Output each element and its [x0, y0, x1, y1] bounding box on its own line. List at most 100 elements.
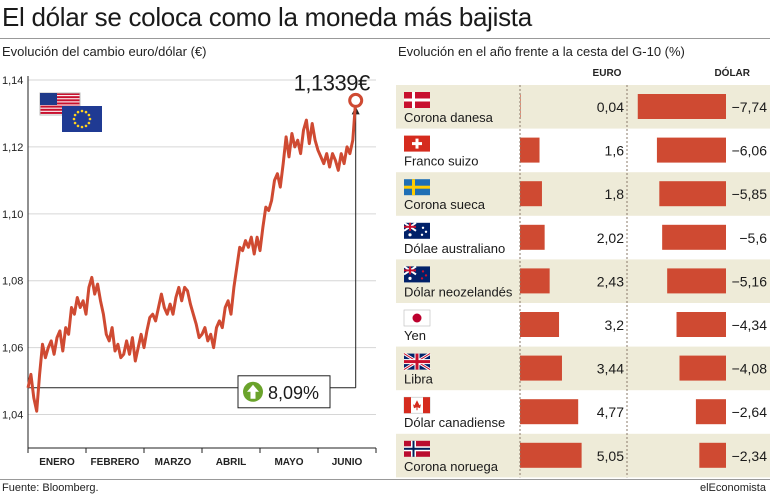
- euro-value-label: 2,02: [597, 230, 624, 246]
- change-label: 8,09%: [268, 383, 319, 403]
- dollar-value-label: −4,34: [732, 317, 768, 333]
- eu-star: [84, 110, 88, 114]
- euro-value-label: 4,77: [597, 404, 624, 420]
- x-tick-label: ENERO: [39, 457, 75, 468]
- euro-value-label: 2,43: [597, 273, 624, 289]
- euro-value-label: 3,2: [605, 317, 625, 333]
- eu-star: [76, 124, 80, 128]
- y-tick-label: 1,10: [2, 209, 23, 221]
- euro-bar: [520, 442, 582, 468]
- table-row: Corona noruega 5,05 −2,34: [396, 433, 770, 478]
- dollar-value-label: −2,64: [732, 404, 768, 420]
- eu-star: [80, 109, 84, 113]
- y-tick-label: 1,08: [2, 276, 23, 288]
- euro-bar: [520, 399, 579, 425]
- x-tick-label: JUNIO: [332, 457, 363, 468]
- dollar-bar: [662, 224, 726, 250]
- united-kingdom-flag-icon: [403, 352, 431, 371]
- table-row: Yen 3,2 −4,34: [403, 309, 768, 343]
- eu-star: [80, 125, 84, 129]
- dollar-bar: [676, 312, 726, 337]
- y-tick-label: 1,12: [2, 142, 23, 154]
- switzerland-flag-icon: [404, 135, 430, 152]
- top-divider: [0, 38, 770, 39]
- eu-star: [87, 113, 91, 117]
- euro-value-label: 3,44: [597, 361, 624, 377]
- right-chart-subtitle: Evolución en el año frente a la cesta de…: [398, 44, 685, 59]
- x-tick-label: MAYO: [274, 457, 303, 468]
- category-label: Corona noruega: [404, 459, 499, 474]
- y-tick-label: 1,04: [2, 410, 23, 422]
- page-title: El dólar se coloca como la moneda más ba…: [2, 2, 532, 32]
- euro-bar: [520, 312, 560, 337]
- norway-flag-icon: [404, 440, 430, 457]
- dollar-value-label: −4,08: [732, 361, 768, 377]
- table-row: Franco suizo 1,6 −6,06: [404, 135, 768, 169]
- source-note: Fuente: Bloomberg.: [2, 482, 99, 494]
- category-label: Dólae australiano: [404, 241, 505, 256]
- euro-value-label: 1,6: [605, 143, 625, 159]
- category-label: Franco suizo: [404, 154, 478, 169]
- denmark-flag-icon: [404, 92, 430, 108]
- dollar-bar: [656, 137, 726, 163]
- dollar-value-label: −5,16: [732, 273, 768, 289]
- x-tick-label: MARZO: [155, 457, 192, 468]
- euro-value-label: 5,05: [597, 448, 624, 464]
- g10-bar-chart: EURO DÓLAR Corona danesa 0,04 −7,74 Franco su…: [396, 66, 770, 478]
- eurusd-line-chart: 1,04 1,06 1,08 1,10 1,12 1,14 ENERO FEBRERO MARZ…: [2, 70, 377, 468]
- column-header-euro: EURO: [593, 68, 622, 79]
- euro-bar: [520, 268, 550, 294]
- table-row: Corona danesa 0,04 −7,74: [396, 85, 770, 129]
- dollar-bar: [667, 268, 726, 294]
- eu-star: [76, 110, 80, 114]
- eu-star: [88, 117, 92, 121]
- canada-flag-icon: [403, 396, 431, 414]
- category-label: Libra: [404, 372, 434, 387]
- y-tick-label: 1,06: [2, 343, 23, 355]
- eu-star: [87, 121, 91, 125]
- australia-flag-icon: [403, 221, 430, 239]
- up-arrow-glyph: [247, 384, 259, 399]
- bottom-divider: [0, 479, 770, 480]
- euro-bar: [520, 137, 540, 163]
- last-value-marker: [348, 92, 364, 108]
- eurusd-series-line: [26, 100, 358, 413]
- dollar-bar: [637, 94, 726, 119]
- table-row: Dólar neozelandés 2,43 −5,16: [396, 259, 770, 303]
- publisher-logo: elEconomista: [699, 482, 766, 494]
- dollar-bar: [659, 181, 726, 207]
- euro-bar: [520, 224, 545, 250]
- euro-value-label: 0,04: [597, 99, 624, 115]
- japan-flag-icon: [403, 309, 431, 327]
- new-zealand-flag-icon: [403, 265, 430, 283]
- dollar-value-label: −2,34: [732, 448, 768, 464]
- table-row: Dólar canadiense 4,77 −2,64: [403, 396, 768, 430]
- category-label: Yen: [404, 328, 426, 343]
- category-label: Dólar canadiense: [404, 415, 505, 430]
- category-label: Corona danesa: [404, 110, 494, 125]
- dollar-bar: [695, 399, 726, 425]
- table-row: Corona sueca 1,8 −5,85: [396, 172, 770, 216]
- dollar-bar: [699, 442, 726, 468]
- eu-star: [73, 121, 77, 125]
- eu-star: [84, 124, 88, 128]
- left-chart-subtitle: Evolución del cambio euro/dólar (€): [2, 44, 207, 59]
- euro-value-label: 1,8: [605, 186, 625, 202]
- x-tick-label: ABRIL: [216, 457, 247, 468]
- last-value-label: 1,1339€: [294, 70, 370, 95]
- sweden-flag-icon: [404, 179, 430, 196]
- x-tick-label: FEBRERO: [91, 457, 140, 468]
- eu-star: [72, 117, 76, 121]
- table-row: Dólae australiano 2,02 −5,6: [403, 221, 767, 256]
- category-label: Corona sueca: [404, 197, 486, 212]
- dollar-value-label: −6,06: [732, 143, 768, 159]
- table-row: Libra 3,44 −4,08: [396, 346, 770, 391]
- eu-star: [73, 113, 77, 117]
- dollar-value-label: −7,74: [732, 99, 768, 115]
- column-header-dolar: DÓLAR: [714, 66, 750, 79]
- dollar-value-label: −5,85: [732, 186, 768, 202]
- euro-bar: [520, 355, 562, 381]
- euro-bar: [520, 181, 542, 207]
- us-flag-icon: [39, 92, 81, 116]
- dollar-bar: [679, 355, 726, 381]
